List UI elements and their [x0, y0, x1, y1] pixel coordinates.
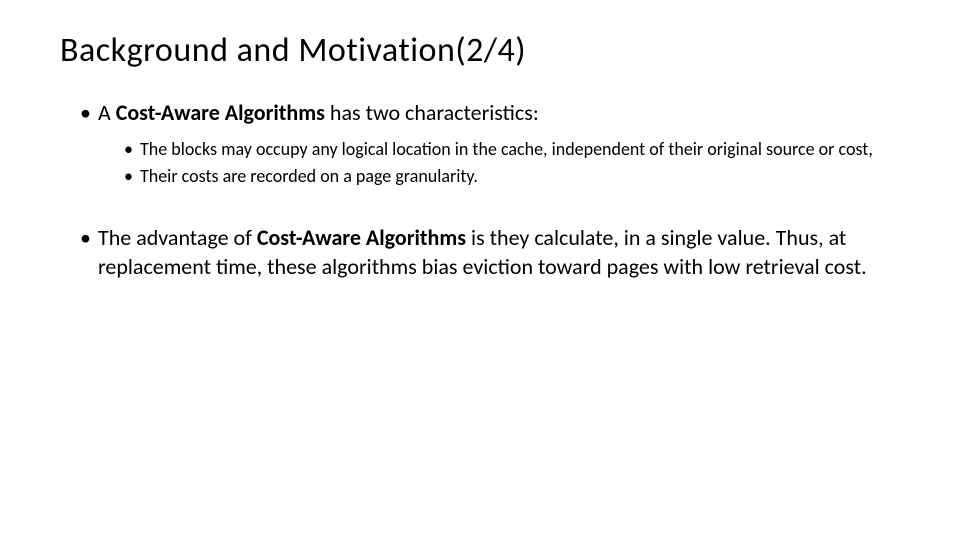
bullet-list-level2: The blocks may occupy any logical locati…: [98, 138, 900, 189]
sub-bullet-2: Their costs are recorded on a page granu…: [124, 165, 900, 188]
bullet-1-bold: Cost-Aware Algorithms: [116, 99, 325, 126]
bullet-2-prefix: The advantage of: [98, 224, 257, 251]
bullet-item-1: A Cost-Aware Algorithms has two characte…: [80, 99, 900, 188]
bullet-1-prefix: A: [98, 99, 116, 126]
bullet-item-2: The advantage of Cost-Aware Algorithms i…: [80, 224, 900, 281]
slide-title: Background and Motivation(2/4): [60, 30, 900, 71]
sub-bullet-1: The blocks may occupy any logical locati…: [124, 138, 900, 161]
bullet-list-level1: A Cost-Aware Algorithms has two characte…: [60, 99, 900, 188]
bullet-1-suffix: has two characteristics:: [325, 99, 539, 126]
bullet-2-bold: Cost-Aware Algorithms: [257, 224, 466, 251]
bullet-list-level1-continued: The advantage of Cost-Aware Algorithms i…: [60, 224, 900, 281]
spacer: [60, 200, 900, 224]
